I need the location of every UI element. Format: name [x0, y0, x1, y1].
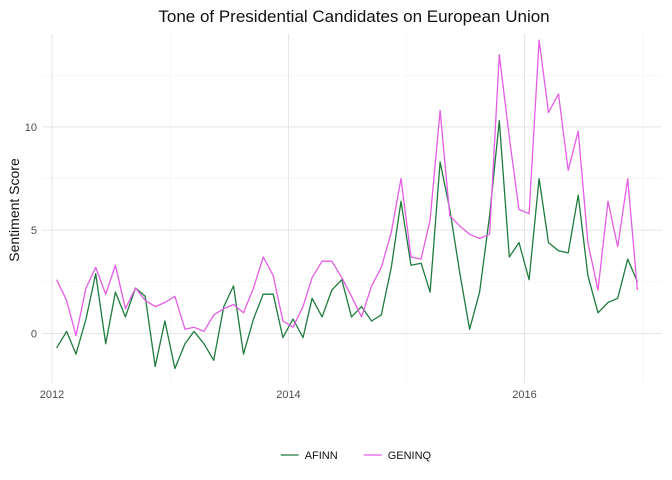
- chart-title: Tone of Presidential Candidates on Europ…: [158, 7, 549, 26]
- legend-label-afinn: AFINN: [305, 450, 338, 462]
- series-line-geninq: [56, 39, 639, 337]
- y-axis-title: Sentiment Score: [6, 158, 22, 262]
- legend: AFINN GENINQ: [280, 450, 432, 462]
- y-tick-label: 10: [25, 122, 37, 134]
- series-line-afinn: [56, 120, 638, 370]
- x-tick-label: 2014: [276, 389, 300, 401]
- legend-label-geninq: GENINQ: [388, 450, 432, 462]
- series-lines: [56, 39, 639, 370]
- x-axis-ticks: 2012 2014 2016: [40, 389, 537, 401]
- y-axis-ticks: 0 5 10: [25, 122, 37, 341]
- grid: [42, 34, 662, 383]
- y-tick-label: 5: [31, 225, 37, 237]
- y-tick-label: 0: [31, 328, 37, 340]
- x-tick-label: 2012: [40, 389, 64, 401]
- x-tick-label: 2016: [512, 389, 536, 401]
